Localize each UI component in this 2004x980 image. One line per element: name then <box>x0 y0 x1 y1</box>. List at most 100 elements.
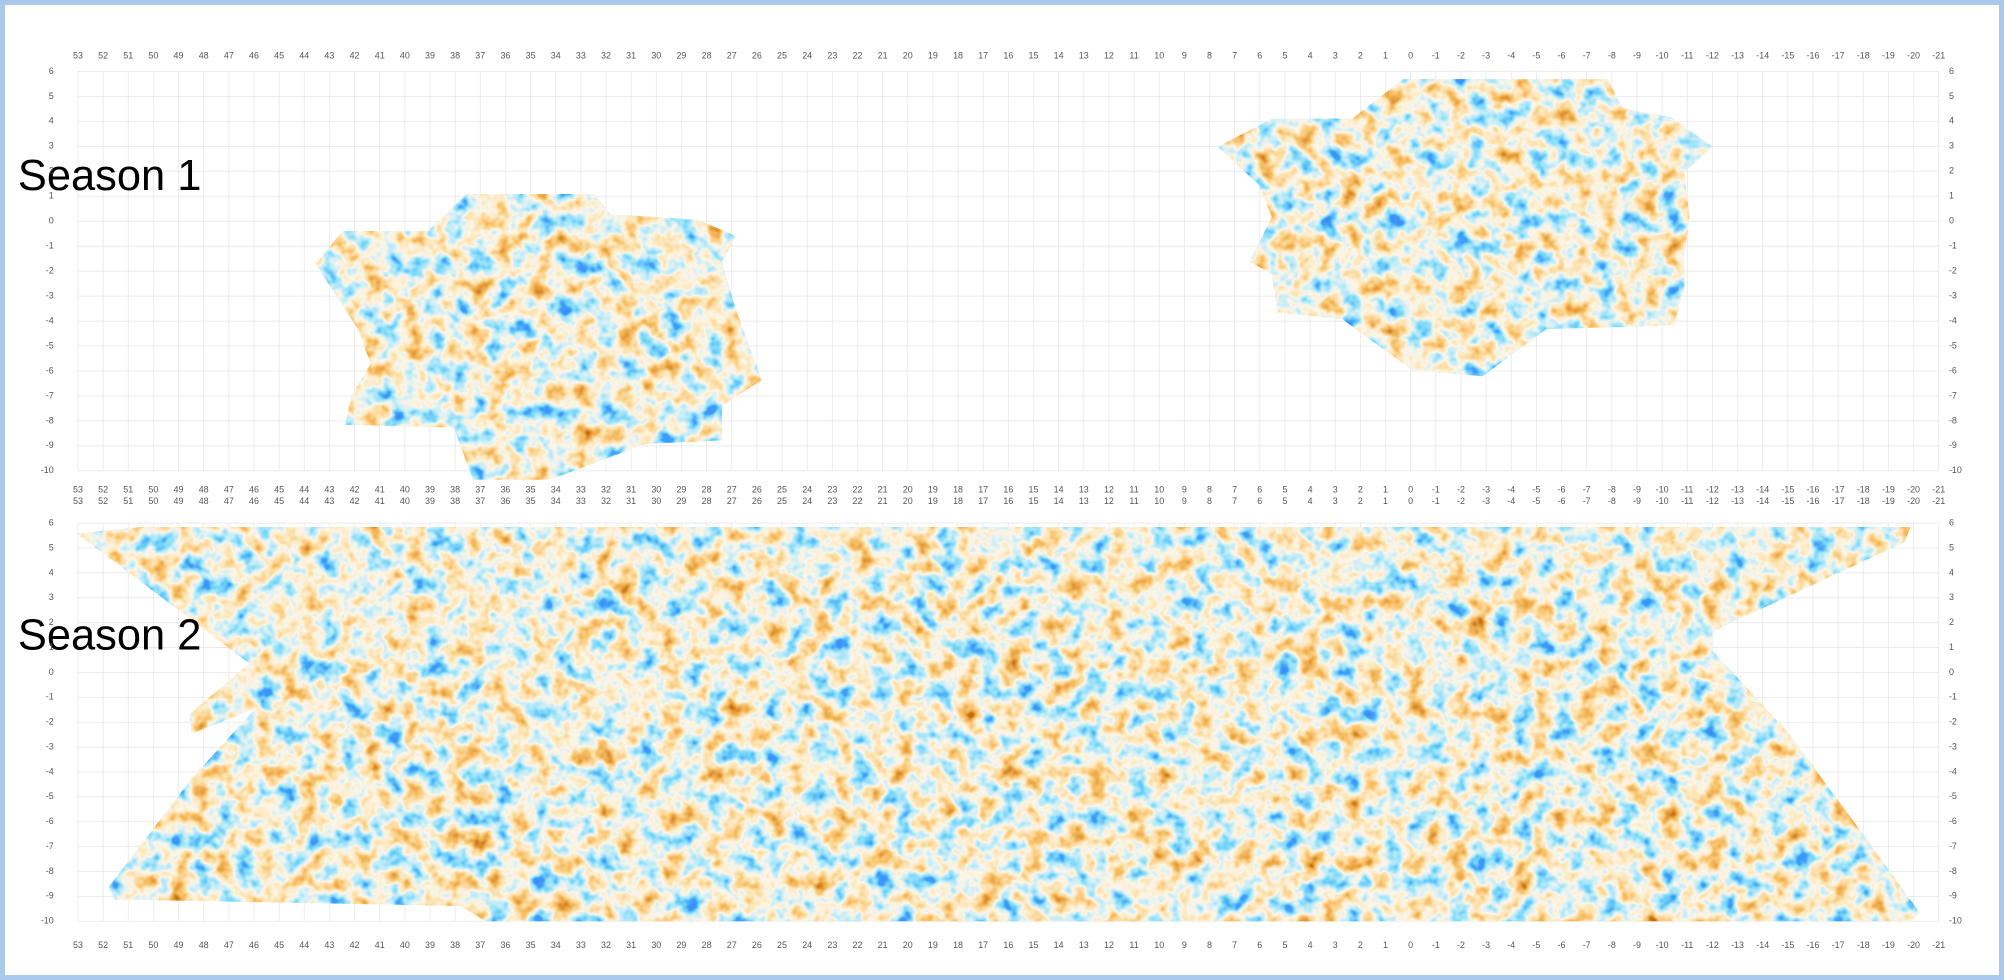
x-tick-label: -6 <box>1558 496 1566 506</box>
y-tick-label: -1 <box>46 241 54 251</box>
y-tick-label: 5 <box>49 91 54 101</box>
y-tick-label: -2 <box>1949 717 1957 727</box>
x-tick-label: 12 <box>1104 496 1114 506</box>
x-tick-label: 5 <box>1282 496 1287 506</box>
x-tick-label: 9 <box>1182 51 1187 61</box>
x-tick-label: 44 <box>299 484 309 494</box>
x-tick-label: -2 <box>1457 484 1465 494</box>
y-tick-label: -4 <box>46 766 54 776</box>
x-tick-label: 15 <box>1029 484 1039 494</box>
x-tick-label: 8 <box>1207 51 1212 61</box>
x-tick-label: 34 <box>551 484 561 494</box>
x-tick-label: -8 <box>1608 940 1616 950</box>
y-tick-label: 2 <box>49 166 54 176</box>
x-tick-label: 6 <box>1257 940 1262 950</box>
x-tick-label: -10 <box>1656 51 1669 61</box>
x-tick-label: -20 <box>1907 940 1920 950</box>
x-tick-label: 14 <box>1054 940 1064 950</box>
y-tick-label: -6 <box>46 365 54 375</box>
y-tick-label: -8 <box>1949 866 1957 876</box>
x-tick-label: 9 <box>1182 496 1187 506</box>
x-tick-label: 17 <box>978 51 988 61</box>
y-tick-label: 5 <box>1949 542 1954 552</box>
x-tick-label: 47 <box>224 940 234 950</box>
x-tick-label: -16 <box>1807 940 1820 950</box>
x-tick-label: 41 <box>375 496 385 506</box>
x-tick-label: 36 <box>500 484 510 494</box>
x-tick-label: 53 <box>73 484 83 494</box>
x-tick-label: 49 <box>174 940 184 950</box>
x-tick-label: -15 <box>1781 484 1794 494</box>
y-tick-label: -9 <box>1949 440 1957 450</box>
y-tick-label: -9 <box>1949 891 1957 901</box>
x-tick-label: 9 <box>1182 940 1187 950</box>
x-tick-label: -5 <box>1532 940 1540 950</box>
y-tick-label: -2 <box>1949 266 1957 276</box>
y-tick-label: -1 <box>1949 692 1957 702</box>
x-tick-label: 35 <box>526 51 536 61</box>
x-tick-label: -17 <box>1832 484 1845 494</box>
y-tick-label: -3 <box>46 290 54 300</box>
x-tick-label: -1 <box>1432 51 1440 61</box>
x-tick-label: 34 <box>551 496 561 506</box>
x-tick-label: 13 <box>1079 51 1089 61</box>
x-tick-label: -11 <box>1681 51 1693 61</box>
x-tick-label: 1 <box>1383 940 1388 950</box>
x-tick-label: -4 <box>1507 496 1515 506</box>
x-tick-label: 14 <box>1054 484 1064 494</box>
x-tick-label: -6 <box>1558 940 1566 950</box>
x-tick-label: -12 <box>1706 51 1719 61</box>
x-tick-label: -15 <box>1781 51 1794 61</box>
x-tick-label: 20 <box>903 484 913 494</box>
y-tick-label: -2 <box>46 717 54 727</box>
x-tick-label: 1 <box>1383 484 1388 494</box>
x-tick-label: -1 <box>1432 484 1440 494</box>
x-tick-label: 11 <box>1129 484 1138 494</box>
x-tick-label: 27 <box>727 484 737 494</box>
x-tick-label: -14 <box>1756 484 1769 494</box>
y-tick-label: 4 <box>49 567 54 577</box>
y-tick-label: -2 <box>46 266 54 276</box>
y-tick-label: 1 <box>1949 642 1954 652</box>
x-tick-label: 39 <box>425 51 435 61</box>
x-tick-label: 37 <box>475 496 485 506</box>
x-tick-label: 15 <box>1029 940 1039 950</box>
x-tick-label: -3 <box>1482 484 1490 494</box>
x-tick-label: 40 <box>400 51 410 61</box>
x-tick-label: -8 <box>1608 484 1616 494</box>
y-tick-label: -5 <box>46 340 54 350</box>
x-tick-label: 37 <box>475 51 485 61</box>
x-tick-label: 53 <box>73 940 83 950</box>
x-tick-label: 7 <box>1232 940 1237 950</box>
y-tick-label: 4 <box>49 116 54 126</box>
x-tick-label: 19 <box>928 51 938 61</box>
x-tick-label: 18 <box>953 940 963 950</box>
x-tick-label: 31 <box>626 940 636 950</box>
x-tick-label: 4 <box>1308 496 1313 506</box>
x-tick-label: -20 <box>1907 496 1920 506</box>
x-tick-label: 51 <box>123 496 133 506</box>
x-tick-label: 11 <box>1129 51 1138 61</box>
x-tick-label: -3 <box>1482 496 1490 506</box>
x-tick-label: -7 <box>1583 484 1591 494</box>
x-tick-label: 33 <box>576 496 586 506</box>
y-tick-label: -3 <box>1949 290 1957 300</box>
x-tick-label: -21 <box>1932 496 1945 506</box>
y-tick-label: 5 <box>1949 91 1954 101</box>
x-tick-label: 52 <box>98 940 108 950</box>
x-tick-label: 43 <box>324 496 334 506</box>
y-tick-label: -1 <box>1949 241 1957 251</box>
x-tick-label: -20 <box>1907 51 1920 61</box>
x-tick-label: -12 <box>1706 940 1719 950</box>
x-tick-label: 33 <box>576 940 586 950</box>
x-tick-label: -4 <box>1507 940 1515 950</box>
x-tick-label: 4 <box>1308 51 1313 61</box>
y-tick-label: 1 <box>49 642 54 652</box>
y-tick-label: 3 <box>1949 592 1954 602</box>
x-tick-label: -8 <box>1608 51 1616 61</box>
x-tick-label: 42 <box>350 484 360 494</box>
x-tick-label: -2 <box>1457 51 1465 61</box>
x-tick-label: -16 <box>1807 484 1820 494</box>
x-tick-label: 47 <box>224 496 234 506</box>
x-tick-label: -9 <box>1633 484 1641 494</box>
